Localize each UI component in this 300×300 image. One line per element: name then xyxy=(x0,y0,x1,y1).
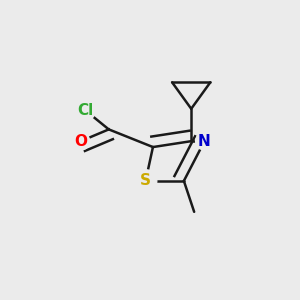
Text: O: O xyxy=(74,134,87,149)
Circle shape xyxy=(134,170,157,192)
Circle shape xyxy=(75,100,95,121)
Circle shape xyxy=(196,132,213,150)
Circle shape xyxy=(72,132,90,150)
Text: Cl: Cl xyxy=(77,103,93,118)
Text: N: N xyxy=(198,134,211,149)
Text: S: S xyxy=(140,173,151,188)
